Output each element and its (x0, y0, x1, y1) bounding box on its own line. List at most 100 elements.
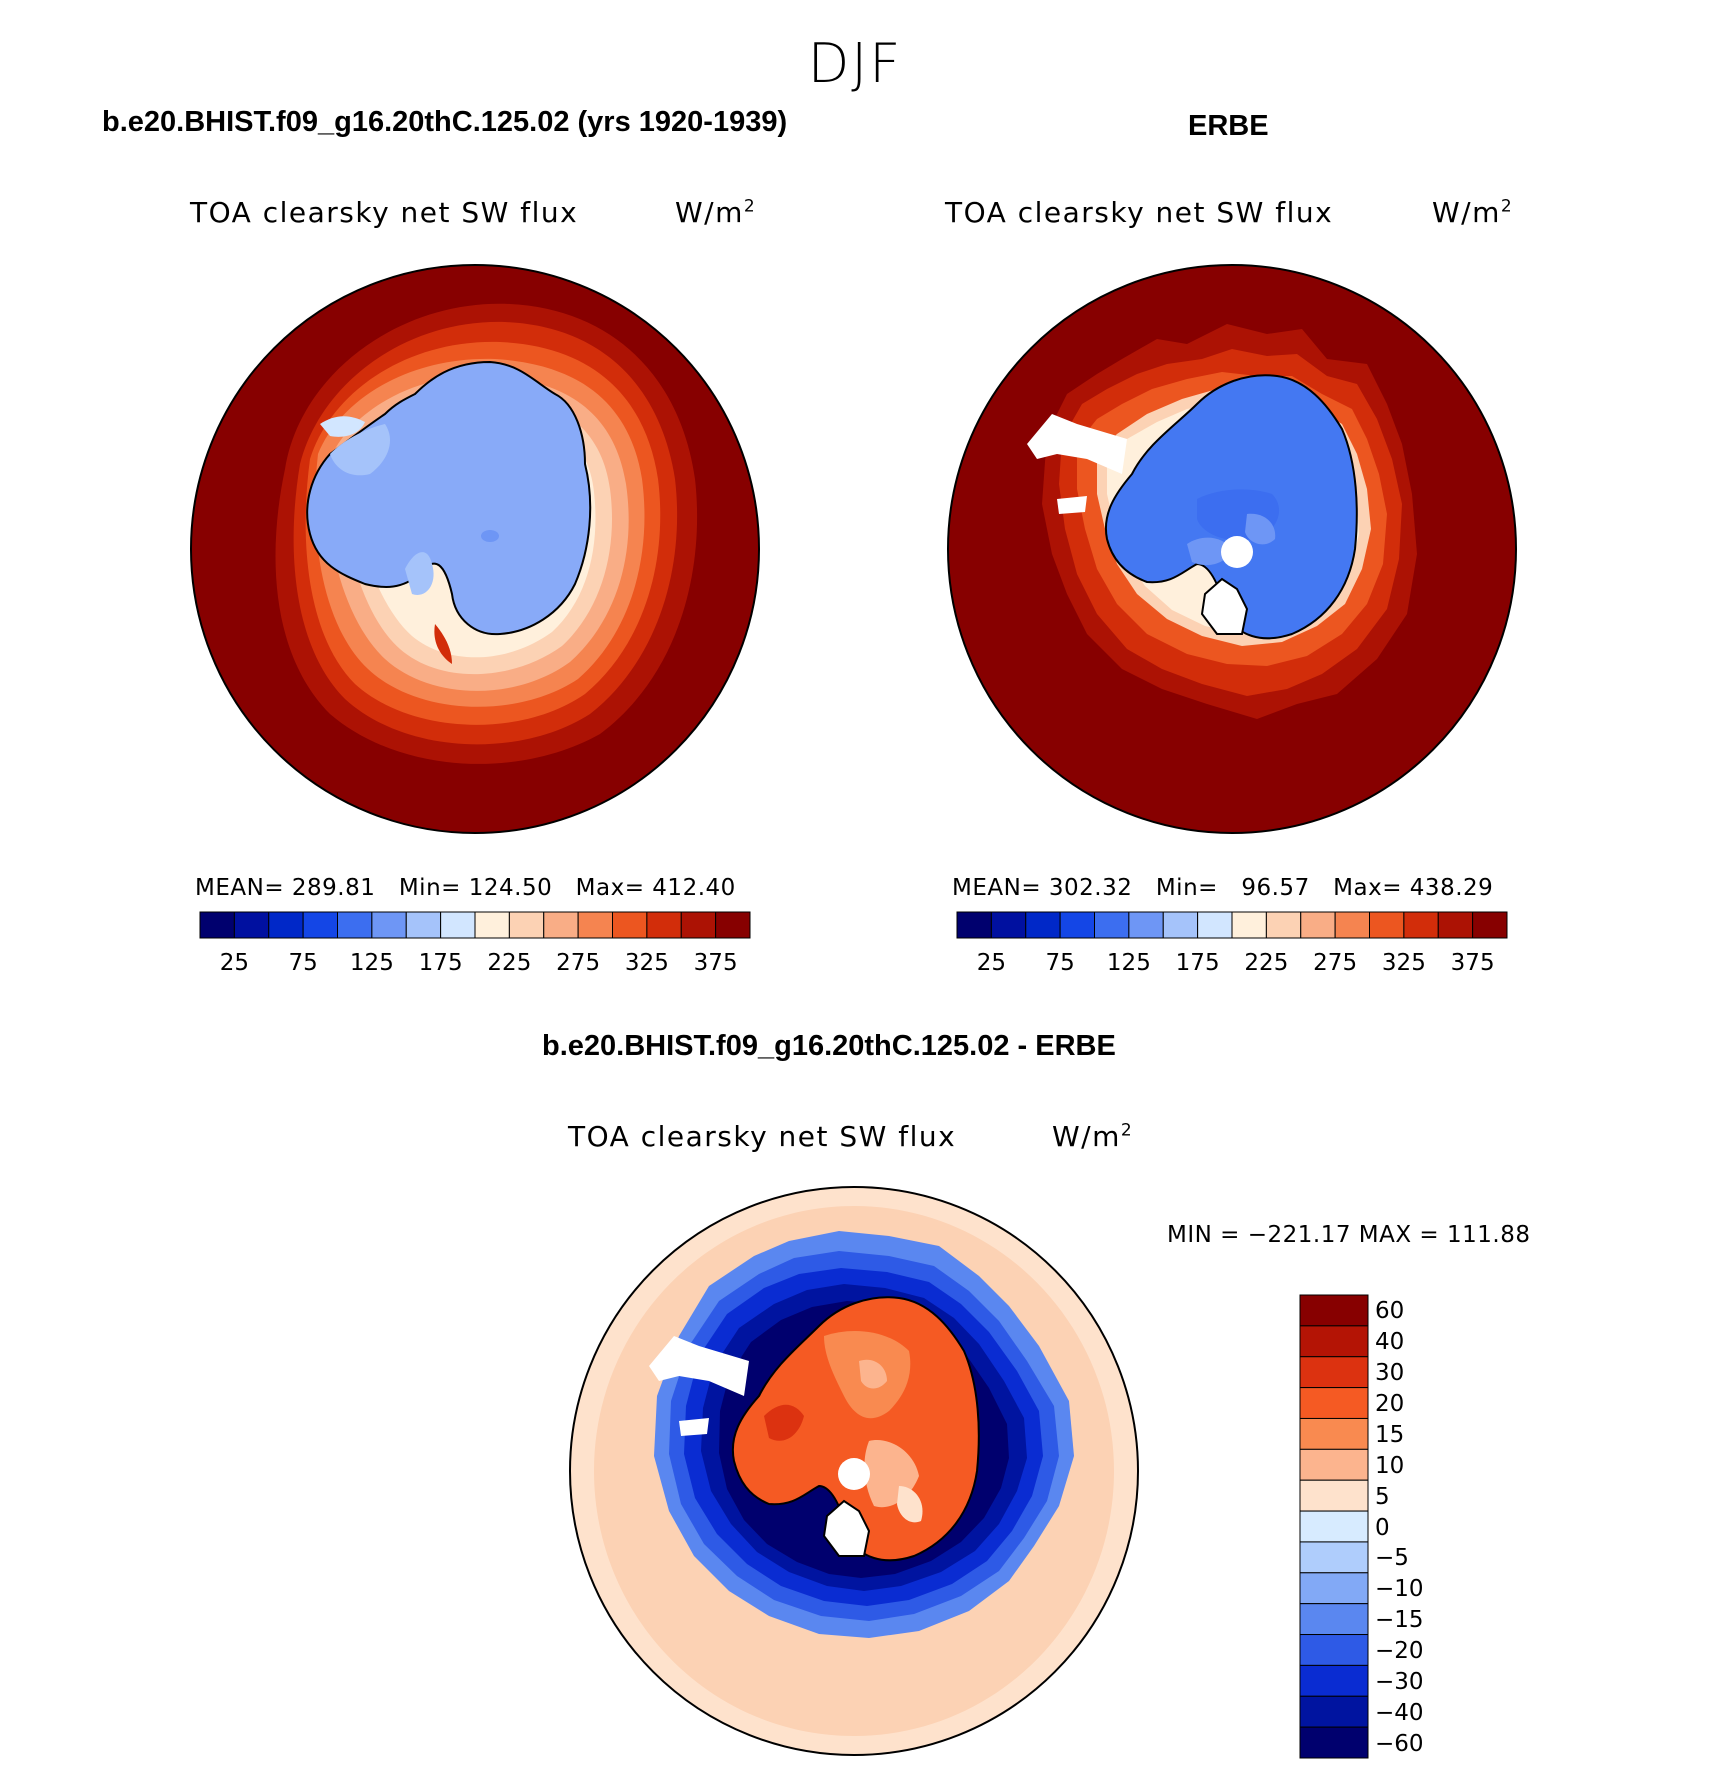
colorbar-tick-label: 75 (288, 950, 318, 976)
colorbar-swatch (543, 911, 579, 939)
diff-colorbar (1299, 1294, 1369, 1759)
obs-colorbar-ticks: 25 75 125 175 225 275 325 375 (957, 950, 1507, 980)
colorbar-tick-label: 60 (1375, 1298, 1405, 1325)
colorbar-tick-label: 25 (976, 950, 1007, 976)
colorbar-tick-label: 5 (1375, 1483, 1390, 1510)
season-title: DJF (807, 32, 903, 95)
colorbar-tick-label: 275 (556, 950, 601, 976)
diff-variable-label: TOA clearsky net SW flux (568, 1120, 957, 1153)
colorbar-swatch (1025, 911, 1061, 939)
colorbar-swatch (956, 911, 992, 939)
colorbar-swatch (302, 911, 338, 939)
colorbar-tick-label: 125 (349, 950, 394, 976)
colorbar-swatch (1299, 1417, 1369, 1450)
colorbar-tick-label: 325 (624, 950, 669, 976)
obs-variable-label: TOA clearsky net SW flux (945, 196, 1334, 229)
colorbar-tick-label: 125 (1106, 950, 1151, 976)
obs-polar-map (947, 264, 1517, 834)
model-colorbar-ticks: 25 75 125 175 225 275 325 375 (200, 950, 750, 980)
colorbar-swatch (1299, 1695, 1369, 1728)
colorbar-swatch (1059, 911, 1095, 939)
model-units-label: W/m2 (675, 196, 757, 229)
colorbar-swatch (371, 911, 407, 939)
colorbar-swatch (1472, 911, 1508, 939)
colorbar-swatch (233, 911, 270, 939)
model-polar-map (190, 264, 760, 834)
colorbar-swatch (1299, 1634, 1369, 1666)
obs-units-label: W/m2 (1432, 196, 1514, 229)
colorbar-tick-label: −20 (1375, 1637, 1424, 1664)
colorbar-swatch (1299, 1603, 1369, 1636)
diff-polar-map (569, 1186, 1139, 1756)
colorbar-swatch (1299, 1572, 1369, 1605)
colorbar-tick-label: 10 (1375, 1452, 1405, 1479)
colorbar-swatch (1197, 911, 1233, 939)
colorbar-tick-label: 175 (418, 950, 463, 976)
obs-colorbar (956, 911, 1508, 939)
colorbar-swatch (1299, 1510, 1369, 1543)
colorbar-tick-label: 25 (219, 950, 250, 976)
colorbar-swatch (1299, 1448, 1369, 1481)
obs-panel-title: ERBE (1188, 110, 1269, 142)
colorbar-swatch (1231, 911, 1267, 939)
colorbar-swatch (405, 911, 442, 939)
colorbar-swatch (440, 911, 476, 939)
colorbar-swatch (1299, 1387, 1369, 1419)
colorbar-tick-label: 375 (693, 950, 738, 976)
model-variable-label: TOA clearsky net SW flux (190, 196, 579, 229)
colorbar-tick-label: 275 (1313, 950, 1358, 976)
colorbar-tick-label: 225 (487, 950, 532, 976)
colorbar-swatch (268, 911, 304, 939)
colorbar-tick-label: −10 (1375, 1576, 1424, 1603)
colorbar-swatch (646, 911, 682, 939)
colorbar-tick-label: 40 (1375, 1329, 1405, 1356)
colorbar-swatch (1299, 1664, 1369, 1697)
colorbar-swatch (680, 911, 717, 939)
colorbar-swatch (1334, 911, 1370, 939)
colorbar-tick-label: 30 (1375, 1360, 1405, 1387)
colorbar-swatch (990, 911, 1027, 939)
colorbar-tick-label: −60 (1375, 1730, 1424, 1757)
colorbar-tick-label: 175 (1175, 950, 1220, 976)
colorbar-tick-label: 75 (1045, 950, 1075, 976)
model-stats: MEAN= 289.81 Min= 124.50 Max= 412.40 (195, 875, 736, 901)
colorbar-swatch (474, 911, 510, 939)
colorbar-swatch (1299, 1726, 1369, 1759)
diff-minmax: MIN = −221.17 MAX = 111.88 (1167, 1222, 1531, 1248)
colorbar-swatch (715, 911, 751, 939)
colorbar-tick-label: 15 (1375, 1421, 1405, 1448)
colorbar-swatch (1299, 1479, 1369, 1512)
colorbar-swatch (1369, 911, 1405, 939)
model-panel-title: b.e20.BHIST.f09_g16.20thC.125.02 (yrs 19… (102, 106, 788, 138)
colorbar-swatch (1162, 911, 1199, 939)
colorbar-swatch (577, 911, 613, 939)
colorbar-tick-label: 325 (1381, 950, 1426, 976)
colorbar-tick-label: 375 (1450, 950, 1495, 976)
colorbar-swatch (508, 911, 545, 939)
diff-units-label: W/m2 (1052, 1120, 1134, 1153)
colorbar-tick-label: −40 (1375, 1699, 1424, 1726)
colorbar-swatch (612, 911, 648, 939)
colorbar-tick-label: 225 (1244, 950, 1289, 976)
colorbar-swatch (1403, 911, 1439, 939)
diff-colorbar-ticks: 60 40 30 20 15 10 5 0 −5 −10 −15 −20 −30 −40 −60 (1375, 1294, 1495, 1759)
colorbar-swatch (1300, 911, 1336, 939)
colorbar-tick-label: −30 (1375, 1668, 1424, 1695)
colorbar-tick-label: −15 (1375, 1607, 1424, 1634)
colorbar-swatch (1299, 1294, 1369, 1327)
colorbar-swatch (1128, 911, 1164, 939)
colorbar-tick-label: 20 (1375, 1391, 1405, 1418)
obs-stats: MEAN= 302.32 Min= 96.57 Max= 438.29 (952, 875, 1494, 901)
colorbar-tick-label: 0 (1375, 1514, 1390, 1541)
colorbar-swatch (1265, 911, 1302, 939)
colorbar-swatch (1094, 911, 1130, 939)
colorbar-tick-label: −5 (1375, 1545, 1409, 1572)
colorbar-swatch (1299, 1325, 1369, 1358)
colorbar-swatch (199, 911, 235, 939)
colorbar-swatch (1437, 911, 1474, 939)
model-colorbar (199, 911, 751, 939)
colorbar-swatch (1299, 1356, 1369, 1389)
diff-panel-title: b.e20.BHIST.f09_g16.20thC.125.02 - ERBE (542, 1030, 1116, 1062)
colorbar-swatch (337, 911, 373, 939)
colorbar-swatch (1299, 1541, 1369, 1574)
